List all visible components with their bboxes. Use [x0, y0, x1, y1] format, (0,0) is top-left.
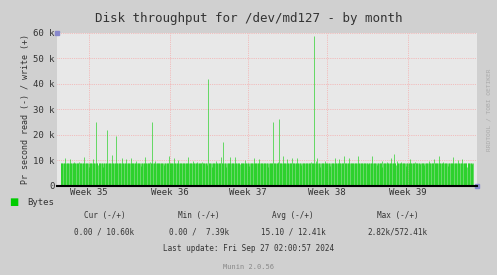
Text: Avg (-/+): Avg (-/+): [272, 211, 314, 220]
Text: 0.00 / 10.60k: 0.00 / 10.60k: [75, 228, 134, 237]
Text: Max (-/+): Max (-/+): [377, 211, 418, 220]
Text: 15.10 / 12.41k: 15.10 / 12.41k: [261, 228, 326, 237]
Text: Bytes: Bytes: [27, 198, 54, 207]
Text: Disk throughput for /dev/md127 - by month: Disk throughput for /dev/md127 - by mont…: [95, 12, 402, 25]
Text: 2.82k/572.41k: 2.82k/572.41k: [368, 228, 427, 237]
Text: Munin 2.0.56: Munin 2.0.56: [223, 264, 274, 270]
Text: RRDTOOL / TOBI OETIKER: RRDTOOL / TOBI OETIKER: [486, 69, 491, 151]
Text: Last update: Fri Sep 27 02:00:57 2024: Last update: Fri Sep 27 02:00:57 2024: [163, 244, 334, 253]
Text: 0.00 /  7.39k: 0.00 / 7.39k: [169, 228, 229, 237]
Text: ■: ■: [9, 197, 18, 207]
Y-axis label: Pr second read (-) / write (+): Pr second read (-) / write (+): [21, 34, 30, 184]
Text: Min (-/+): Min (-/+): [178, 211, 220, 220]
Text: Cur (-/+): Cur (-/+): [83, 211, 125, 220]
